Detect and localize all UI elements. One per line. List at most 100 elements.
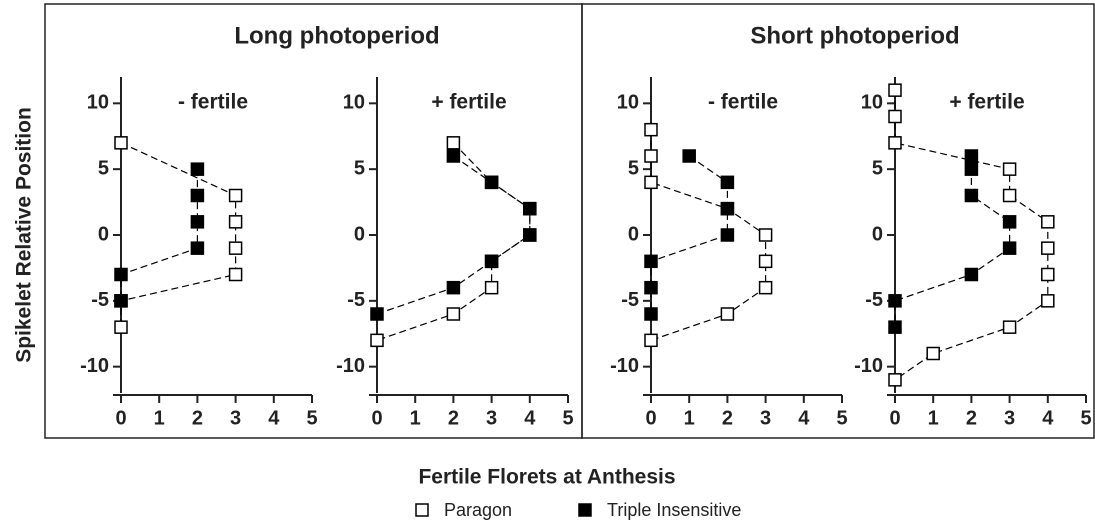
panel-title: + fertile: [949, 91, 1024, 114]
data-point: [228, 188, 243, 203]
legend-symbol: [578, 503, 592, 517]
data-point: [484, 280, 499, 295]
x-tick-label: 5: [562, 407, 573, 429]
data-point: [484, 175, 499, 190]
x-tick-label: 1: [154, 407, 165, 429]
data-point: [644, 122, 658, 137]
panel-box: [581, 3, 1095, 439]
x-tick-label: 0: [115, 407, 126, 429]
data-point: [523, 228, 537, 242]
y-tick-label: -5: [347, 289, 365, 311]
data-point: [644, 333, 658, 348]
x-axis-label: Fertile Florets at Anthesis: [418, 466, 675, 489]
data-point: [370, 333, 384, 348]
data-point: [114, 320, 128, 334]
data-point: [720, 201, 735, 216]
data-point: [484, 254, 499, 269]
data-point: [190, 241, 205, 255]
y-tick-label: -5: [91, 289, 109, 311]
data-point: [1002, 320, 1017, 334]
y-tick-label: 5: [872, 157, 883, 179]
x-tick-label: 4: [798, 407, 810, 429]
data-point: [720, 175, 735, 190]
y-tick-label: -5: [621, 289, 639, 311]
x-tick-label: 2: [448, 407, 459, 429]
y-tick-label: -10: [854, 355, 883, 377]
y-tick-label: 0: [98, 223, 109, 245]
y-tick-label: 10: [87, 92, 109, 114]
x-tick-label: 5: [306, 407, 317, 429]
data-point: [720, 307, 735, 321]
data-point: [370, 307, 384, 321]
x-tick-label: 1: [410, 407, 421, 429]
panel-title: - fertile: [178, 91, 248, 114]
data-point: [523, 201, 537, 216]
series-line: [120, 142, 237, 328]
data-point: [888, 320, 902, 334]
x-tick-label: 0: [371, 407, 382, 429]
data-point: [964, 188, 979, 203]
data-point: [114, 294, 128, 308]
y-tick-label: 10: [617, 92, 639, 114]
group-title: Short photoperiod: [750, 22, 959, 49]
panel-title: - fertile: [708, 91, 778, 114]
y-tick-label: -5: [865, 289, 883, 311]
x-tick-label: 5: [836, 407, 847, 429]
data-point: [190, 188, 205, 203]
data-point: [446, 307, 461, 321]
data-point: [758, 280, 773, 295]
data-point: [758, 254, 773, 269]
x-tick-label: 0: [645, 407, 656, 429]
data-point: [964, 162, 979, 176]
data-point: [644, 175, 658, 190]
x-tick-label: 2: [966, 407, 977, 429]
x-tick-label: 3: [760, 407, 771, 429]
x-tick-label: 1: [684, 407, 695, 429]
series-line: [894, 90, 1049, 381]
x-tick-label: 2: [192, 407, 203, 429]
data-point: [1041, 267, 1055, 282]
x-tick-label: 4: [524, 407, 536, 429]
x-tick-label: 2: [722, 407, 733, 429]
data-point: [114, 267, 128, 282]
data-point: [1041, 294, 1055, 308]
data-point: [114, 136, 128, 150]
y-tick-label: -10: [610, 355, 639, 377]
y-axis-label: Spikelet Relative Position: [13, 107, 36, 363]
legend-label: Triple Insensitive: [607, 500, 741, 520]
series-line: [650, 129, 767, 341]
y-tick-label: 5: [628, 157, 639, 179]
data-point: [682, 149, 696, 163]
legend-label: Paragon: [444, 500, 512, 520]
y-tick-label: 0: [354, 223, 365, 245]
data-point: [190, 215, 205, 229]
data-point: [644, 254, 658, 269]
data-point: [1002, 241, 1017, 255]
data-point: [964, 149, 979, 163]
x-tick-label: 3: [1004, 407, 1015, 429]
data-point: [888, 294, 902, 308]
y-tick-label: 10: [861, 92, 883, 114]
panel-box: [44, 3, 583, 439]
legend-symbol: [415, 503, 429, 517]
panel-title: + fertile: [431, 91, 506, 114]
data-point: [926, 346, 940, 361]
data-point: [644, 307, 658, 321]
x-tick-label: 3: [486, 407, 497, 429]
data-point: [720, 228, 735, 242]
data-point: [888, 136, 902, 150]
y-tick-label: 5: [354, 157, 365, 179]
x-tick-label: 5: [1080, 407, 1091, 429]
data-point: [446, 136, 461, 150]
data-point: [888, 373, 902, 387]
y-tick-label: -10: [80, 355, 109, 377]
data-point: [1002, 188, 1017, 203]
x-tick-label: 3: [230, 407, 241, 429]
data-point: [190, 162, 205, 176]
data-point: [644, 149, 658, 163]
y-tick-label: -10: [336, 355, 365, 377]
data-point: [964, 267, 979, 282]
data-point: [1002, 215, 1017, 229]
x-tick-label: 1: [928, 407, 939, 429]
